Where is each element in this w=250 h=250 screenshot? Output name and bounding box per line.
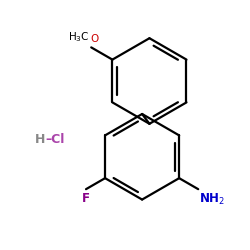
- Text: H$_3$C: H$_3$C: [68, 30, 90, 44]
- Text: –Cl: –Cl: [46, 133, 65, 146]
- Text: NH$_2$: NH$_2$: [200, 192, 225, 207]
- Text: O: O: [90, 34, 98, 44]
- Text: H: H: [35, 133, 46, 146]
- Text: F: F: [82, 192, 90, 204]
